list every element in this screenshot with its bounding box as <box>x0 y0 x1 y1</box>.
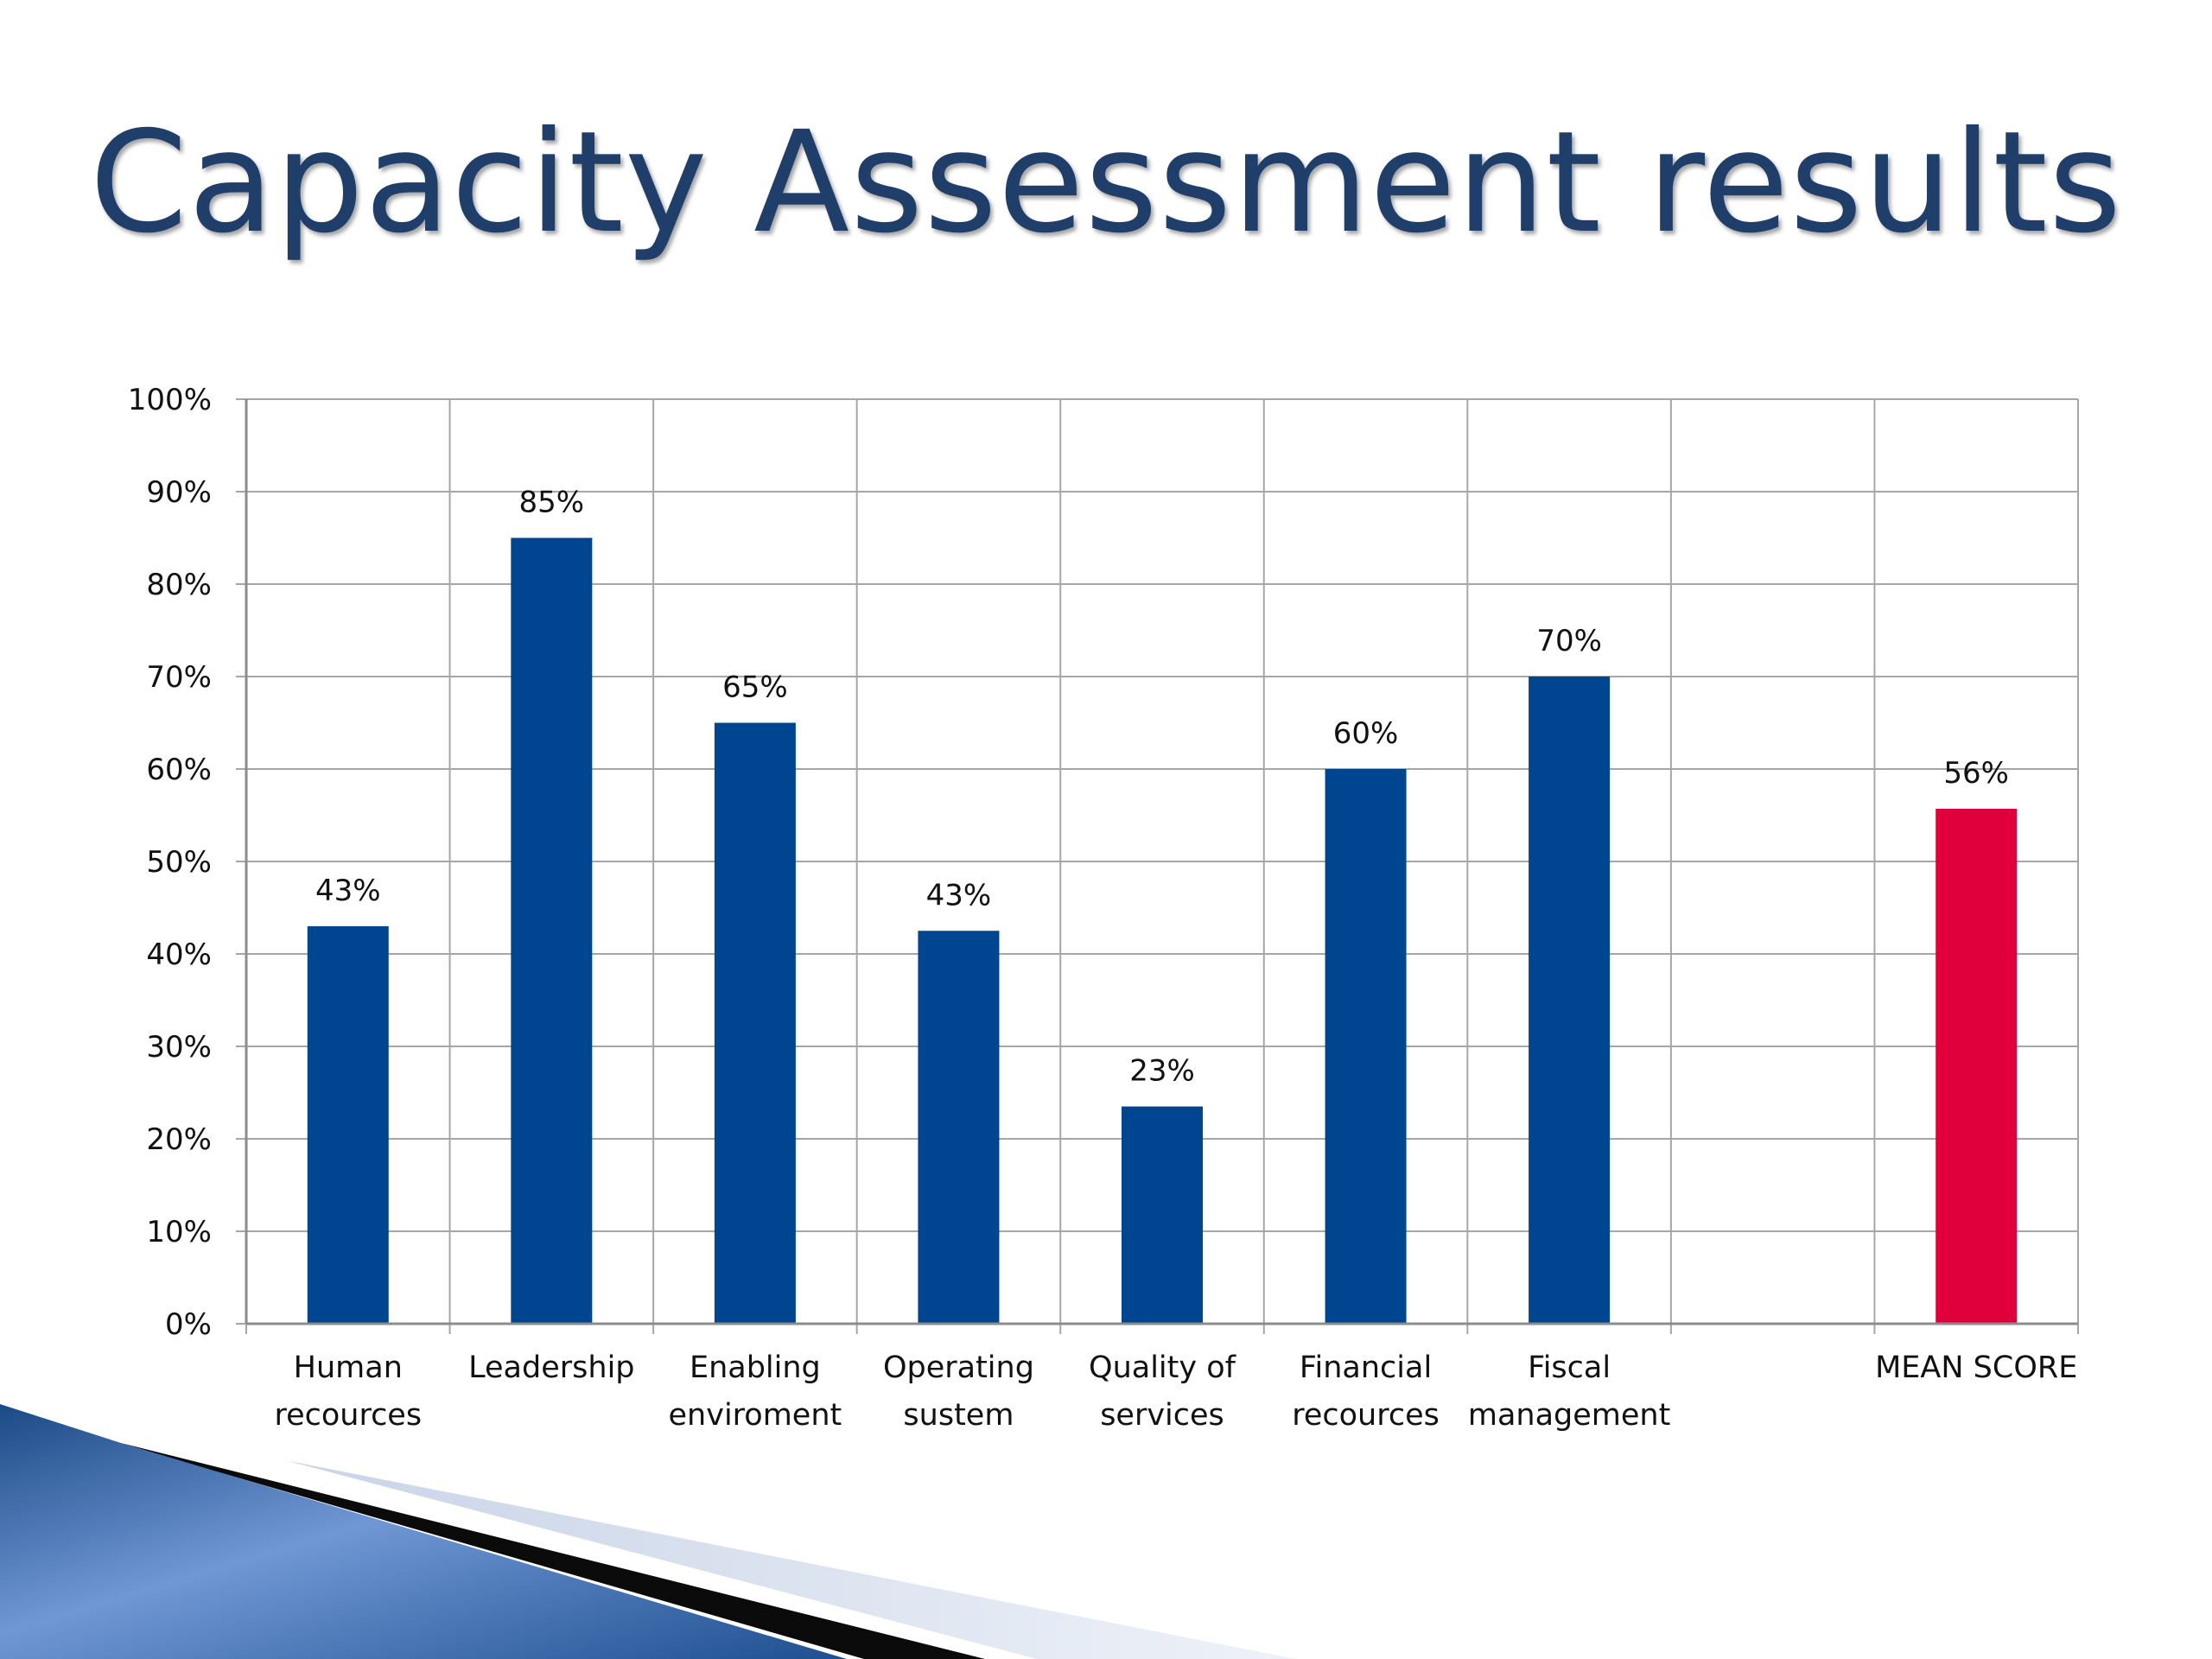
x-category-label: Quality of <box>1089 1351 1236 1385</box>
data-label: 43% <box>926 878 992 912</box>
data-label: 70% <box>1536 624 1602 658</box>
y-tick-label: 30% <box>146 1030 212 1065</box>
x-category-label: Enabling <box>690 1351 821 1385</box>
data-label: 43% <box>315 874 381 908</box>
x-category-label: enviroment <box>669 1398 842 1433</box>
x-category-label: Financial <box>1300 1351 1432 1385</box>
x-category-label: recources <box>1292 1398 1440 1433</box>
data-label: 23% <box>1129 1054 1195 1089</box>
slide-title: Capacity Assessment results <box>89 102 2123 264</box>
bar <box>1936 809 2018 1324</box>
y-tick-label: 20% <box>146 1122 212 1157</box>
bar <box>1325 769 1407 1324</box>
bar <box>714 722 796 1324</box>
bar <box>1122 1106 1203 1324</box>
bar <box>307 925 389 1324</box>
y-tick-label: 0% <box>165 1307 212 1342</box>
x-category-label: Leadership <box>468 1351 634 1385</box>
data-label: 65% <box>722 671 788 705</box>
bar <box>918 931 1000 1324</box>
x-category-label: Operating <box>883 1351 1034 1385</box>
data-label: 56% <box>1943 756 2009 791</box>
y-tick-label: 90% <box>146 475 212 510</box>
y-tick-label: 100% <box>128 383 212 417</box>
bar <box>511 537 593 1324</box>
y-tick-label: 50% <box>146 845 212 880</box>
x-category-label: MEAN SCORE <box>1875 1351 2077 1385</box>
x-category-label: management <box>1468 1398 1670 1433</box>
y-tick-label: 80% <box>146 568 212 602</box>
x-category-label: Fiscal <box>1528 1351 1611 1385</box>
y-tick-label: 70% <box>146 660 212 695</box>
data-label: 85% <box>519 486 585 520</box>
x-category-label: services <box>1100 1398 1224 1433</box>
y-tick-label: 60% <box>146 753 212 787</box>
data-label: 60% <box>1333 716 1399 751</box>
x-category-label: Human <box>294 1351 403 1385</box>
y-tick-label: 40% <box>146 938 212 972</box>
x-category-label: recources <box>274 1398 422 1433</box>
x-category-label: sustem <box>903 1398 1014 1433</box>
y-tick-label: 10% <box>146 1215 212 1249</box>
bar <box>1529 677 1611 1324</box>
